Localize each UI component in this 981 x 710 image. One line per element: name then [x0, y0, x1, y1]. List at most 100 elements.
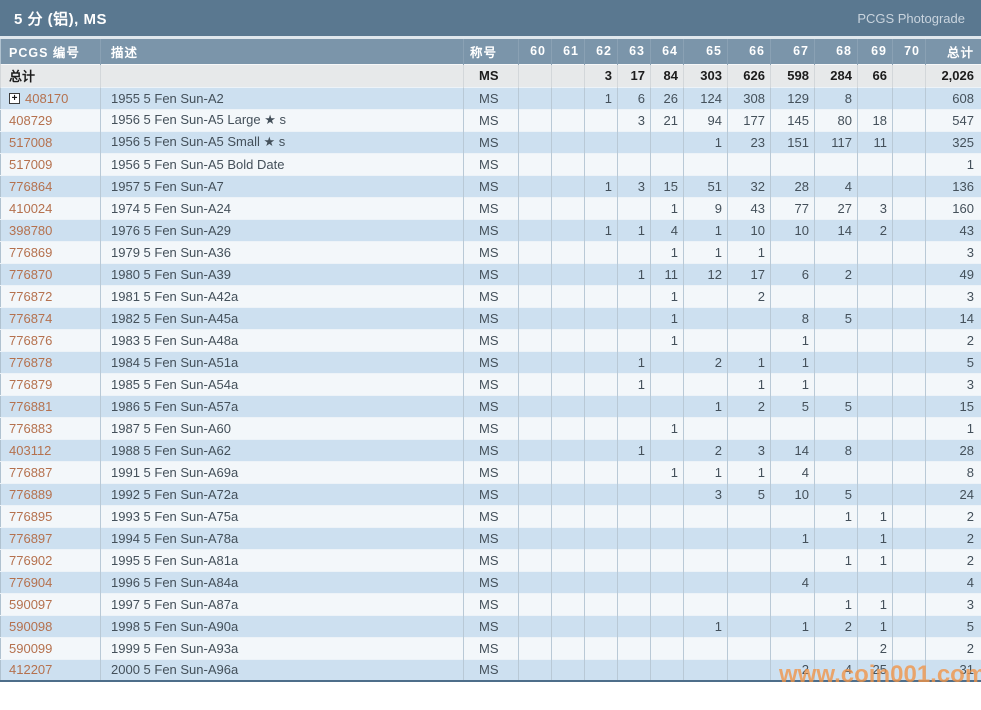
grade-62-count-cell: 1: [584, 218, 618, 241]
designation-cell: MS: [463, 152, 519, 175]
coin-description: 1979 5 Fen Sun-A36: [100, 240, 464, 263]
pcgs-number-link[interactable]: 403112: [9, 442, 52, 458]
pcgs-number-cell: 776902: [0, 548, 101, 571]
pcgs-number-link[interactable]: 776881: [9, 398, 53, 414]
grade-68-count-cell: 5: [814, 482, 858, 505]
grade-62-count-cell: [584, 130, 618, 153]
grade-70-count-cell: [892, 174, 926, 197]
grade-60-count-cell: [518, 504, 552, 527]
designation-cell: MS: [463, 526, 519, 549]
grade-69-count-cell: 2: [857, 218, 893, 241]
grade-68-count-cell: [814, 284, 858, 307]
totals-grade-67: 598: [770, 63, 815, 87]
grade-60-count-cell: [518, 130, 552, 153]
grade-66-count-cell: 2: [727, 284, 771, 307]
coin-description: 1987 5 Fen Sun-A60: [100, 416, 464, 439]
grade-65-count-cell: 2: [683, 350, 728, 373]
pcgs-number-link[interactable]: 776887: [9, 464, 53, 480]
grade-69-count-cell: 2: [857, 636, 893, 659]
grade-63-count-cell: [617, 658, 651, 681]
grade-66-count-cell: 2: [727, 394, 771, 417]
grade-69-count-cell: 1: [857, 592, 893, 615]
grade-69-count-cell: [857, 460, 893, 483]
pcgs-number-link[interactable]: 590098: [9, 618, 53, 634]
grade-65-count-cell: [683, 570, 728, 593]
pcgs-number-link[interactable]: 776889: [9, 486, 53, 502]
grade-70-count-cell: [892, 570, 926, 593]
designation-cell: MS: [463, 394, 519, 417]
grade-66-count-cell: [727, 416, 771, 439]
grade-69-count-cell: [857, 86, 893, 109]
pcgs-number-link[interactable]: 776878: [9, 354, 53, 370]
pcgs-number-link[interactable]: 776869: [9, 244, 53, 260]
grade-64-count-cell: 1: [650, 460, 684, 483]
grade-69-count-cell: [857, 262, 893, 285]
row-total-cell: 325: [925, 130, 981, 153]
pcgs-number-link[interactable]: 776897: [9, 530, 53, 546]
designation-cell: MS: [463, 614, 519, 637]
grade-68-count-cell: 1: [814, 548, 858, 571]
photograde-link[interactable]: PCGS Photograde: [857, 10, 965, 26]
grade-65-count-cell: [683, 372, 728, 395]
grade-62-count-cell: [584, 328, 618, 351]
grade-70-count-cell: [892, 636, 926, 659]
coin-description: 1996 5 Fen Sun-A84a: [100, 570, 464, 593]
grade-64-count-cell: 1: [650, 328, 684, 351]
coin-description: 1999 5 Fen Sun-A93a: [100, 636, 464, 659]
table-row: 776876 1983 5 Fen Sun-A48a MS 1 1 2: [0, 328, 981, 351]
grade-67-count-cell: 1: [770, 614, 815, 637]
pcgs-number-link[interactable]: 410024: [9, 200, 53, 216]
grade-61-count-cell: [551, 548, 585, 571]
pcgs-number-link[interactable]: 776864: [9, 178, 53, 194]
grade-63-count-cell: [617, 196, 651, 219]
coin-description: 1956 5 Fen Sun-A5 Bold Date: [100, 152, 464, 175]
coin-description: 2000 5 Fen Sun-A96a: [100, 658, 464, 681]
pcgs-number-link[interactable]: 398780: [9, 222, 53, 238]
grade-68-count-cell: [814, 372, 858, 395]
pcgs-number-cell: 517009: [0, 152, 101, 175]
grade-66-count-cell: 1: [727, 240, 771, 263]
grade-62-count-cell: 1: [584, 174, 618, 197]
grade-65-count-cell: [683, 504, 728, 527]
grade-67-count-cell: [770, 416, 815, 439]
pcgs-number-link[interactable]: 776902: [9, 552, 53, 568]
grade-68-count-cell: [814, 570, 858, 593]
pcgs-number-link[interactable]: 776879: [9, 376, 53, 392]
grade-63-count-cell: [617, 548, 651, 571]
row-total-cell: 28: [925, 438, 981, 461]
designation-cell: MS: [463, 108, 519, 131]
pcgs-number-link[interactable]: 412207: [9, 662, 53, 678]
pcgs-number-link[interactable]: 776904: [9, 574, 53, 590]
pcgs-number-cell: 412207: [0, 658, 101, 681]
row-total-cell: 5: [925, 350, 981, 373]
grade-67-count-cell: 4: [770, 570, 815, 593]
table-row: 517008 1956 5 Fen Sun-A5 Small ★ s MS 1 23 15…: [0, 130, 981, 153]
col-header-description: 描述: [100, 39, 464, 64]
expand-plus-icon[interactable]: [9, 92, 20, 104]
grade-66-count-cell: 43: [727, 196, 771, 219]
pcgs-number-link[interactable]: 517008: [9, 134, 53, 150]
pcgs-number-link[interactable]: 776870: [9, 266, 53, 282]
grade-68-count-cell: 8: [814, 86, 858, 109]
pcgs-number-link[interactable]: 590097: [9, 596, 53, 612]
pcgs-number-link[interactable]: 776895: [9, 508, 53, 524]
grade-68-count-cell: 1: [814, 592, 858, 615]
grade-60-count-cell: [518, 328, 552, 351]
grade-70-count-cell: [892, 196, 926, 219]
pcgs-number-link[interactable]: 776876: [9, 332, 53, 348]
grade-68-count-cell: 1: [814, 504, 858, 527]
grade-63-count-cell: [617, 416, 651, 439]
grade-69-count-cell: [857, 240, 893, 263]
grade-65-count-cell: 1: [683, 614, 728, 637]
grade-65-count-cell: [683, 306, 728, 329]
pcgs-number-link[interactable]: 776874: [9, 310, 53, 326]
grade-68-count-cell: 5: [814, 394, 858, 417]
pcgs-number-link[interactable]: 776872: [9, 288, 53, 304]
grade-68-count-cell: 5: [814, 306, 858, 329]
coin-description: 1974 5 Fen Sun-A24: [100, 196, 464, 219]
pcgs-number-link[interactable]: 408170: [25, 90, 69, 106]
pcgs-number-link[interactable]: 517009: [9, 156, 53, 172]
pcgs-number-link[interactable]: 590099: [9, 640, 53, 656]
pcgs-number-link[interactable]: 776883: [9, 420, 53, 436]
pcgs-number-link[interactable]: 408729: [9, 112, 53, 128]
